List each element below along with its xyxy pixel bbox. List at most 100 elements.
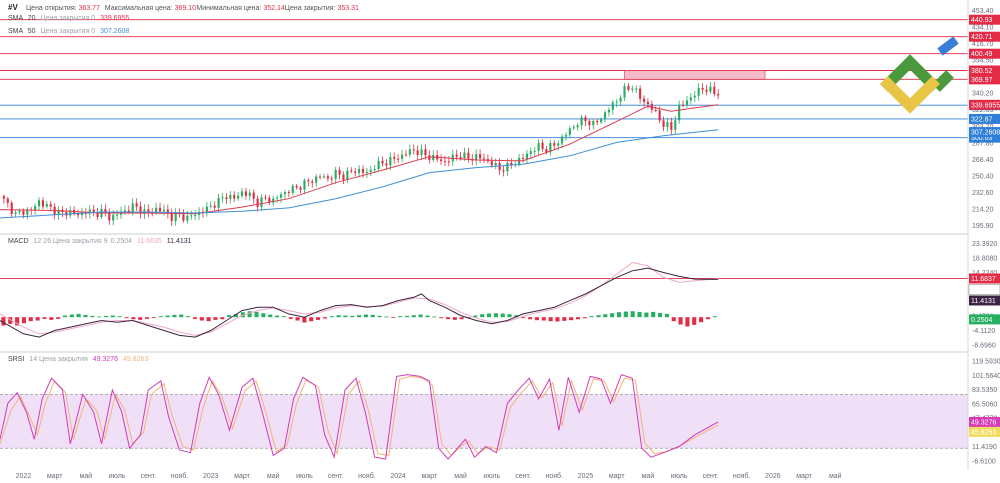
candle-body <box>283 192 287 195</box>
candle-body <box>408 149 411 155</box>
candle-body <box>22 210 25 215</box>
ohlc-legend-label: Минимальная цена: <box>196 5 261 12</box>
price-panel: 453.40434.10416.70394.50367.40340.20322.… <box>0 3 1000 230</box>
candle-body <box>338 169 341 175</box>
candle-body <box>443 161 447 163</box>
candle-body <box>611 102 614 110</box>
macd-histogram-bar <box>391 317 396 318</box>
axis-tick-label: 65.5060 <box>972 401 997 408</box>
price-level-badge <box>969 132 1000 143</box>
time-axis-label: июль <box>483 473 500 480</box>
ohlc-legend-value: 363.77 <box>79 5 101 12</box>
sma50-legend: SMA 50 Цена закрытия 0 307.2608 <box>8 28 129 35</box>
time-axis-label: 2022 <box>16 473 32 480</box>
macd-histogram-bar <box>240 312 245 318</box>
axis-tick-label: 287.80 <box>972 140 994 147</box>
candle-body <box>377 160 380 170</box>
candle-body <box>678 104 681 121</box>
candle-body <box>147 209 150 213</box>
candle-body <box>303 180 306 190</box>
ohlc-legend-value: 353.31 <box>338 5 360 12</box>
time-axis-label: сент. <box>515 473 531 480</box>
ohlc-legend-item: Максимальная цена: 369.10 <box>105 5 196 12</box>
srsi-legend: SRSI 14 Цена закрытия 49.3276 45.8263 <box>8 356 148 363</box>
macd-histogram-bar <box>227 315 232 318</box>
candle-body <box>41 200 45 207</box>
srsi-value-badge-text: 45.8263 <box>971 429 996 436</box>
candle-body <box>685 100 689 106</box>
macd-histogram <box>1 311 717 327</box>
candle-body <box>361 168 365 173</box>
macd-histogram-bar <box>411 315 416 318</box>
sma50-legend-value: 307.2608 <box>100 28 129 35</box>
macd-level-badge-text: 11.6837 <box>971 276 996 283</box>
time-axis-label: сент. <box>328 473 344 480</box>
candle-body <box>557 143 560 146</box>
candle-body <box>521 157 525 160</box>
candle-body <box>69 210 72 216</box>
price-level-badge <box>969 113 1000 124</box>
candle-body <box>447 161 450 163</box>
sma20-legend-name: SMA <box>8 15 24 22</box>
macd-histogram-bar <box>172 314 177 318</box>
sma-50-line <box>0 129 719 219</box>
candle-body <box>533 150 536 152</box>
macd-histogram-bar <box>56 317 61 319</box>
time-axis-label: 2023 <box>203 473 219 480</box>
macd-histogram-bar <box>500 313 505 318</box>
indicator-value-badge <box>969 127 1000 138</box>
candle-body <box>26 209 29 215</box>
time-axis-label: июль <box>671 473 688 480</box>
axis-tick-label: 434.10 <box>972 24 994 31</box>
axis-tick-label: 250.40 <box>972 174 994 181</box>
candle-body <box>369 169 372 172</box>
candle-body <box>389 156 392 166</box>
srsi-value-badge <box>969 416 1000 427</box>
candle-body <box>623 85 626 98</box>
srsi-legend-value-k: 49.3276 <box>93 356 118 363</box>
macd-histogram-bar <box>288 317 293 319</box>
candle-body <box>627 85 630 90</box>
macd-histogram-bar <box>637 311 642 318</box>
sma50-legend-text: Цена закрытия 0 <box>41 28 96 35</box>
macd-histogram-bar <box>316 317 321 320</box>
time-axis-label: сент. <box>141 473 157 480</box>
srsi-band <box>0 394 968 449</box>
candle-body <box>400 154 404 159</box>
candle-body <box>112 214 115 221</box>
macd-histogram-bar <box>575 317 581 320</box>
macd-histogram-bar <box>233 314 239 318</box>
time-axis-label: 2025 <box>578 473 594 480</box>
candle-body <box>662 120 665 128</box>
macd-histogram-bar <box>445 317 451 320</box>
macd-histogram-bar <box>302 317 307 323</box>
candle-body <box>131 203 134 213</box>
macd-histogram-bar <box>110 315 115 318</box>
axis-tick-label: -8.6960 <box>972 342 996 349</box>
macd-histogram-bar <box>350 315 355 318</box>
candle-body <box>307 180 310 182</box>
macd-legend: MACD 12 26 Цена закрытия 9 0.2504 11.663… <box>8 238 192 245</box>
candle-body <box>108 213 111 221</box>
macd-histogram-bar <box>83 314 88 318</box>
candle-body <box>506 162 509 172</box>
candle-body <box>639 88 642 99</box>
candle-body <box>510 162 513 165</box>
macd-histogram-bar <box>117 316 122 318</box>
macd-histogram-bar <box>480 314 485 318</box>
candle-body <box>158 207 162 212</box>
candle-body <box>646 101 650 105</box>
candle-body <box>705 89 708 92</box>
macd-histogram-bar <box>138 317 143 320</box>
time-axis-label: нояб. <box>733 472 751 480</box>
candle-body <box>174 213 177 222</box>
candle-body <box>6 198 9 203</box>
candle-body <box>170 213 173 222</box>
macd-histogram-bar <box>186 316 191 318</box>
candle-body <box>424 149 427 156</box>
time-axis: 2022 март май июль сент. нояб. 2023 март май июль… <box>16 472 842 480</box>
axis-tick-label: -6.6100 <box>972 458 996 465</box>
macd-histogram-bar <box>158 316 163 318</box>
candle-body <box>162 209 166 212</box>
